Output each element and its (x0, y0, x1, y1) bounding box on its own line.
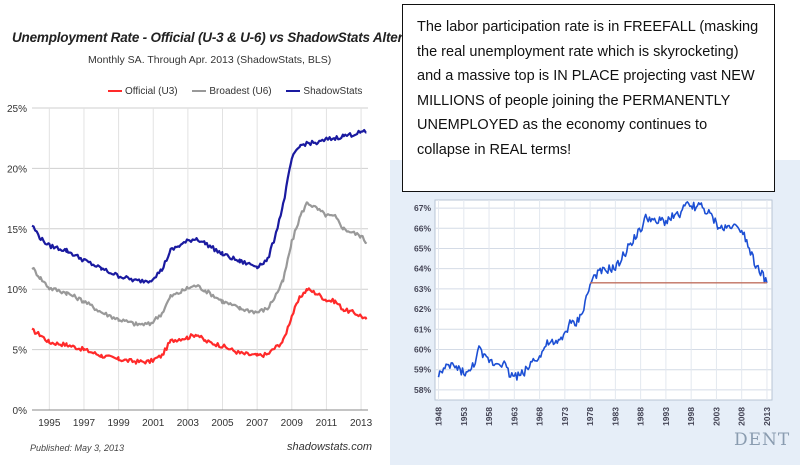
x-tick-label: 2011 (316, 418, 338, 429)
plot-area (434, 199, 773, 401)
y-tick-label: 58% (414, 385, 431, 395)
participation-plot: 58% 59% 60% 61% 62% 63% 64% 65% 66% 67% 1948 1953 19… (390, 160, 800, 465)
y-tick-label: 62% (414, 304, 431, 314)
legend-item-shadowstats: ShadowStats (286, 86, 362, 97)
y-tick-label: 5% (13, 346, 28, 357)
y-tick-label: 67% (414, 203, 431, 213)
published-date: Published: May 3, 2013 (30, 443, 125, 453)
plot-area (32, 108, 368, 410)
y-tick-label: 65% (414, 243, 431, 253)
y-tick-label: 10% (7, 285, 27, 296)
x-tick-label: 1998 (686, 407, 696, 426)
y-tick-label: 60% (414, 344, 431, 354)
legend-item-u3: Official (U3) (108, 86, 178, 97)
y-tick-label: 61% (414, 324, 431, 334)
x-tick-label: 2013 (350, 418, 373, 429)
legend-item-u6: Broadest (U6) (192, 85, 272, 97)
series-line-0 (31, 287, 368, 365)
legend-swatch-u3 (108, 90, 122, 92)
y-tick-label: 25% (7, 104, 27, 115)
y-tick-label: 20% (7, 164, 27, 175)
x-tick-label: 1999 (107, 418, 130, 429)
participation-chart-panel: 58% 59% 60% 61% 62% 63% 64% 65% 66% 67% 1948 1953 19… (390, 0, 800, 465)
x-tick-label: 1997 (73, 418, 96, 429)
legend-swatch-u6 (192, 90, 207, 92)
x-tick-label: 1963 (509, 407, 519, 426)
x-tick-label: 1948 (434, 407, 444, 426)
legend-swatch-shadowstats (286, 90, 301, 92)
brand-logo: DENT (734, 430, 791, 450)
x-tick-label: 1988 (636, 407, 646, 426)
x-tick-label: 1973 (560, 407, 570, 426)
chart-title: Unemployment Rate - Official (U-3 & U-6)… (12, 30, 430, 45)
series-line-1 (31, 201, 368, 327)
x-tick-label: 2001 (142, 418, 165, 429)
unemployment-plot: 0% 5% 10% 15% 20% 25% 1995 1997 1999 2001 2003 2005… (7, 104, 373, 429)
x-tick-label: 1953 (459, 407, 469, 426)
legend-label-shadowstats: ShadowStats (303, 85, 363, 97)
series-line-2 (31, 129, 367, 284)
x-tick-label: 2013 (762, 407, 772, 426)
x-tick-label: 2008 (737, 407, 747, 426)
y-tick-label: 66% (414, 223, 431, 233)
participation-line (437, 201, 768, 381)
x-tick-label: 2003 (711, 407, 721, 426)
x-tick-label: 1968 (535, 407, 545, 426)
y-tick-label: 63% (414, 284, 431, 294)
legend-label-u3: Official (U3) (125, 85, 178, 97)
y-tick-label: 59% (414, 365, 431, 375)
x-tick-label: 1995 (38, 418, 61, 429)
source-watermark: shadowstats.com (287, 441, 372, 453)
x-tick-label: 1978 (585, 407, 595, 426)
chart-subtitle: Monthly SA. Through Apr. 2013 (ShadowSta… (88, 54, 332, 66)
legend-label-u6: Broadest (U6) (209, 85, 272, 97)
x-tick-label: 2009 (281, 418, 304, 429)
x-tick-label: 2005 (211, 418, 234, 429)
y-tick-label: 0% (13, 406, 28, 417)
chart-legend: Official (U3) Broadest (U6) ShadowStats (108, 84, 374, 97)
y-tick-label: 15% (7, 225, 27, 236)
x-tick-label: 1958 (484, 407, 494, 426)
unemployment-chart-panel: Unemployment Rate - Official (U-3 & U-6)… (0, 0, 430, 465)
x-tick-label: 1983 (610, 407, 620, 426)
x-tick-label: 2007 (246, 418, 269, 429)
annotation-textbox: The labor participation rate is in FREEF… (402, 4, 775, 192)
x-tick-label: 1993 (661, 407, 671, 426)
y-tick-label: 64% (414, 264, 431, 274)
x-tick-label: 2003 (177, 418, 200, 429)
